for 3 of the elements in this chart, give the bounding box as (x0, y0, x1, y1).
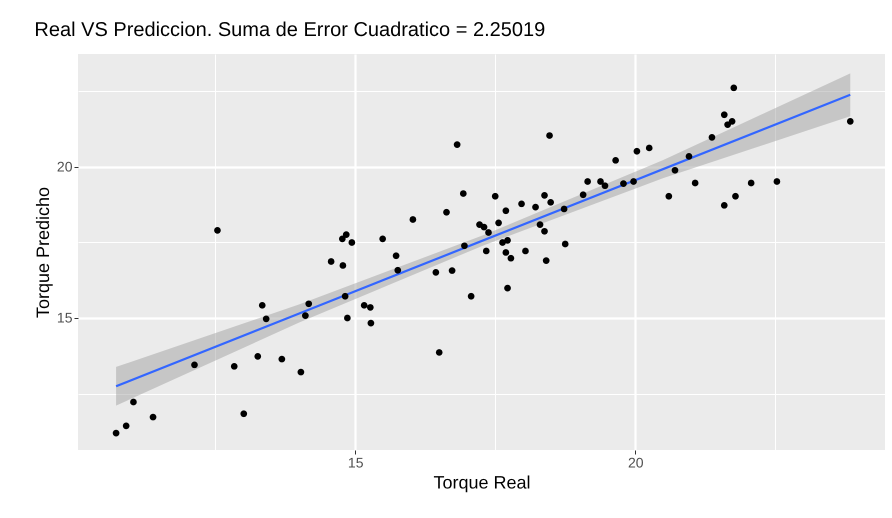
x-axis-title: Torque Real (433, 472, 531, 492)
y-axis-title: Torque Predicho (32, 186, 53, 318)
chart-title: Real VS Prediccion. Suma de Error Cuadratico = 2.25019 (34, 19, 546, 41)
